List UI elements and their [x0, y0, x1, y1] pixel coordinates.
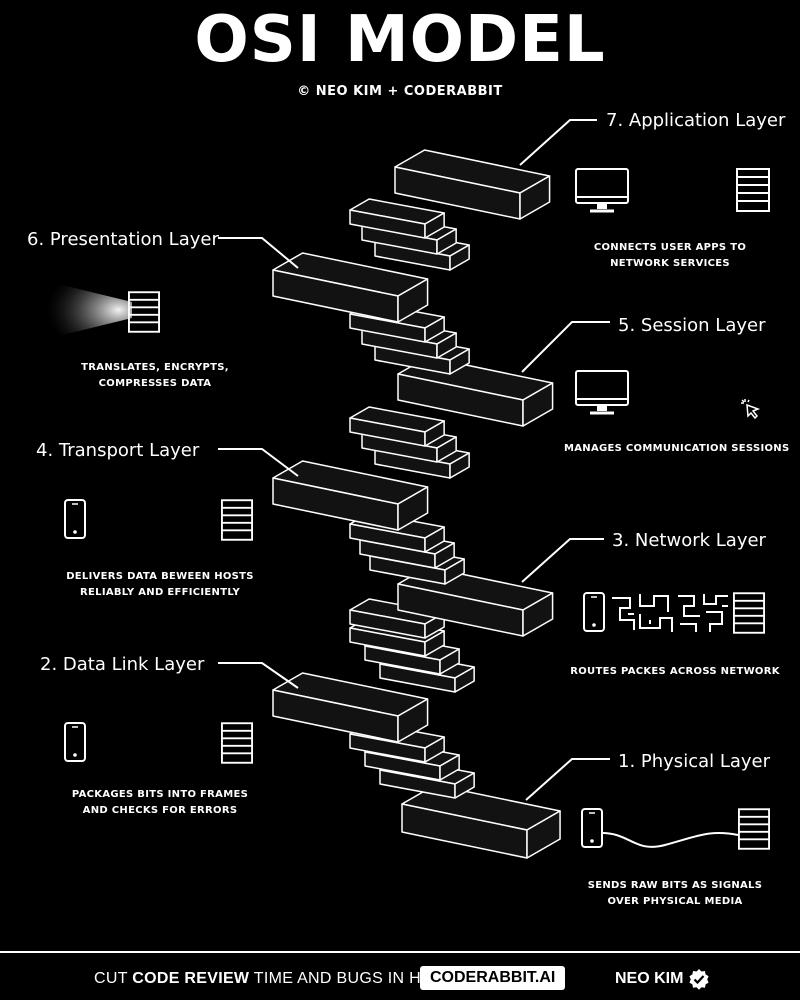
- step-6-0-side: [449, 244, 470, 271]
- landing-layer-2-side: [397, 698, 429, 743]
- leader-layer-7: [519, 119, 597, 166]
- landing-layer-7-side: [519, 175, 551, 220]
- leader-layer-3: [521, 538, 604, 583]
- landing-layer-4-side: [397, 486, 429, 531]
- layer-4-description: DELIVERS DATA BEWEEN HOSTS RELIABLY AND E…: [66, 571, 254, 598]
- step-5-0-side: [449, 348, 470, 375]
- author-name: NEO KIM: [615, 970, 684, 987]
- step-1-1-side: [439, 754, 460, 781]
- leader-layer-1: [525, 758, 610, 801]
- layer-6-description: TRANSLATES, ENCRYPTS, COMPRESSES DATA: [81, 362, 229, 389]
- phone-icon: [581, 808, 603, 848]
- footer-divider: [0, 951, 800, 953]
- monitor-icon: [575, 168, 629, 213]
- server-icon: [128, 291, 160, 333]
- layer-7-description: CONNECTS USER APPS TO NETWORK SERVICES: [593, 242, 747, 269]
- step-3-1-side: [434, 542, 455, 569]
- layer-2-title: 2. Data Link Layer: [40, 654, 205, 675]
- layer-6-title: 6. Presentation Layer: [27, 229, 219, 250]
- layer-3-title: 3. Network Layer: [612, 530, 766, 551]
- server-icon: [736, 168, 770, 212]
- step-1-2-side: [424, 736, 445, 763]
- phone-icon: [64, 722, 86, 762]
- step-4-0-side: [449, 452, 470, 479]
- layer-2-description: PACKAGES BITS INTO FRAMES AND CHECKS FOR …: [71, 789, 249, 816]
- step-4-1-side: [436, 436, 457, 463]
- landing-layer-6-side: [397, 278, 429, 323]
- leader-layer-2: [218, 662, 299, 689]
- landing-layer-1-side: [526, 810, 561, 859]
- step-5-1-side: [436, 332, 457, 359]
- footer: CUT CODE REVIEW TIME AND BUGS IN HALF : …: [0, 966, 800, 994]
- cable-icon: [601, 831, 739, 848]
- leader-layer-4: [218, 448, 299, 477]
- leader-layer-6: [218, 237, 299, 269]
- monitor-icon: [575, 370, 629, 415]
- phone-icon: [583, 592, 605, 632]
- layer-7-title: 7. Application Layer: [606, 110, 786, 131]
- step-2-1-side: [439, 648, 460, 675]
- verified-badge-icon: [689, 969, 709, 990]
- leader-layer-5: [521, 321, 610, 373]
- step-4-2-side: [424, 420, 445, 447]
- step-6-1-side: [436, 228, 457, 255]
- server-icon: [738, 808, 770, 850]
- coderabbit-link[interactable]: CODERABBIT.AI: [420, 966, 566, 990]
- step-5-2-side: [424, 316, 445, 343]
- credit-line: © NEO KIM + CODERABBIT: [297, 84, 503, 99]
- staircase-diagram: [218, 119, 610, 859]
- phone-icon: [64, 499, 86, 539]
- landing-layer-5-side: [522, 382, 554, 427]
- layer-4-title: 4. Transport Layer: [36, 440, 200, 461]
- layer-5-description: MANAGES COMMUNICATION SESSIONS: [564, 443, 790, 454]
- maze-icon: [612, 594, 728, 632]
- cursor-click-icon: [741, 399, 761, 420]
- flashlight-beam-icon: [42, 280, 132, 340]
- server-icon: [221, 499, 253, 541]
- layer-3-description: ROUTES PACKES ACROSS NETWORK: [570, 666, 780, 677]
- landing-layer-3-side: [522, 592, 554, 637]
- step-6-2-side: [424, 212, 445, 239]
- layer-1-title: 1. Physical Layer: [618, 751, 771, 772]
- layer-1-description: SENDS RAW BITS AS SIGNALS OVER PHYSICAL M…: [587, 880, 763, 907]
- server-icon: [221, 722, 253, 764]
- step-3-0-side: [444, 558, 465, 585]
- step-1-0-side: [454, 772, 475, 799]
- layer-5-title: 5. Session Layer: [618, 315, 766, 336]
- server-icon: [733, 592, 765, 634]
- step-3-2-side: [424, 526, 445, 553]
- step-2-0-side: [454, 666, 475, 693]
- page-title: OSI MODEL: [194, 3, 606, 77]
- step-2-2-side: [424, 630, 445, 657]
- footer-tagline: CUT CODE REVIEW TIME AND BUGS IN HALF :: [94, 970, 461, 987]
